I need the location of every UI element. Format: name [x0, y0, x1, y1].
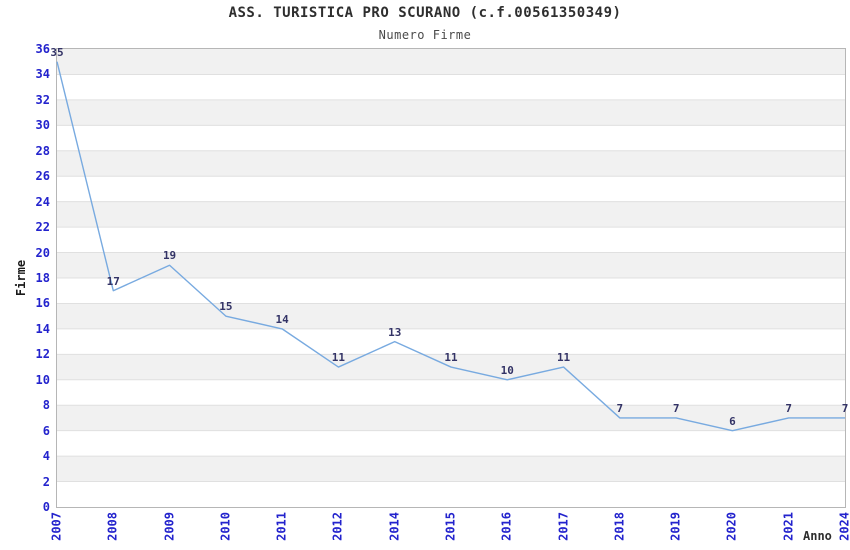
x-tick-label: 2024: [837, 512, 850, 541]
data-label: 6: [729, 414, 736, 428]
data-label: 19: [162, 249, 177, 263]
y-tick-label: 18: [35, 271, 50, 285]
x-tick-label: 2009: [161, 512, 176, 541]
y-tick-label: 30: [35, 118, 50, 133]
y-tick-label: 20: [35, 245, 50, 260]
data-label: 10: [500, 363, 514, 377]
y-tick-label: 16: [35, 296, 50, 311]
x-axis-ticks: 2007 2008 2009 2010 2011 2012 2014 2015 2016 2017…: [49, 512, 850, 550]
y-tick-label: 22: [35, 220, 50, 235]
data-label: 11: [331, 350, 346, 364]
x-tick-label: 2021: [781, 512, 796, 541]
y-tick-label: 28: [35, 143, 50, 158]
chart-title: ASS. TURISTICA PRO SCURANO (c.f.00561350…: [228, 5, 622, 21]
x-tick-label: 2010: [218, 512, 233, 541]
x-tick-label: 2011: [274, 512, 289, 541]
data-label: 17: [106, 274, 120, 288]
y-tick-label: 34: [35, 67, 50, 82]
y-tick-label: 10: [35, 372, 50, 387]
plot-area: 35 17 19 15 14 11 13 11 10 11 7 7 6 7 7: [50, 46, 849, 508]
data-label: 11: [556, 350, 571, 364]
line-chart-svg: [56, 61, 845, 483]
x-tick-label: 2019: [668, 512, 683, 541]
x-tick-label: 2007: [49, 512, 64, 541]
data-label: 14: [275, 312, 289, 326]
x-tick-label: 2008: [105, 512, 120, 541]
y-tick-label: 8: [42, 398, 50, 413]
data-label: 15: [219, 300, 233, 314]
x-tick-label: 2012: [330, 512, 345, 541]
y-tick-label: 24: [35, 194, 50, 209]
x-axis-title: Anno: [803, 529, 832, 543]
x-tick-label: 2015: [443, 512, 458, 541]
y-tick-label: 26: [35, 169, 50, 184]
x-tick-label: 2017: [555, 512, 570, 541]
x-tick-label: 2018: [612, 512, 627, 541]
y-tick-label: 0: [42, 500, 50, 514]
y-tick-label: 32: [35, 92, 50, 107]
y-tick-label: 36: [35, 42, 50, 56]
y-axis-ticks: 0 2 4 6 8 10 12 14 16 18 20 22 24 26 28 30 32 34 36: [0, 43, 52, 513]
x-tick-label: 2016: [499, 512, 514, 541]
data-label: 7: [841, 401, 849, 415]
y-tick-label: 6: [42, 423, 50, 438]
y-tick-label: 14: [35, 321, 50, 336]
y-tick-label: 4: [42, 449, 50, 464]
x-tick-label: 2020: [724, 512, 739, 541]
y-tick-label: 2: [42, 474, 50, 489]
data-label: 7: [672, 401, 680, 415]
y-tick-label: 12: [35, 347, 50, 362]
data-label: 7: [616, 401, 624, 415]
data-label: 13: [388, 325, 402, 339]
x-tick-label: 2014: [387, 512, 402, 541]
data-label: 11: [444, 350, 458, 364]
chart-subtitle: Numero Firme: [378, 28, 472, 42]
data-label: 7: [785, 401, 793, 415]
data-label: 35: [50, 45, 64, 59]
